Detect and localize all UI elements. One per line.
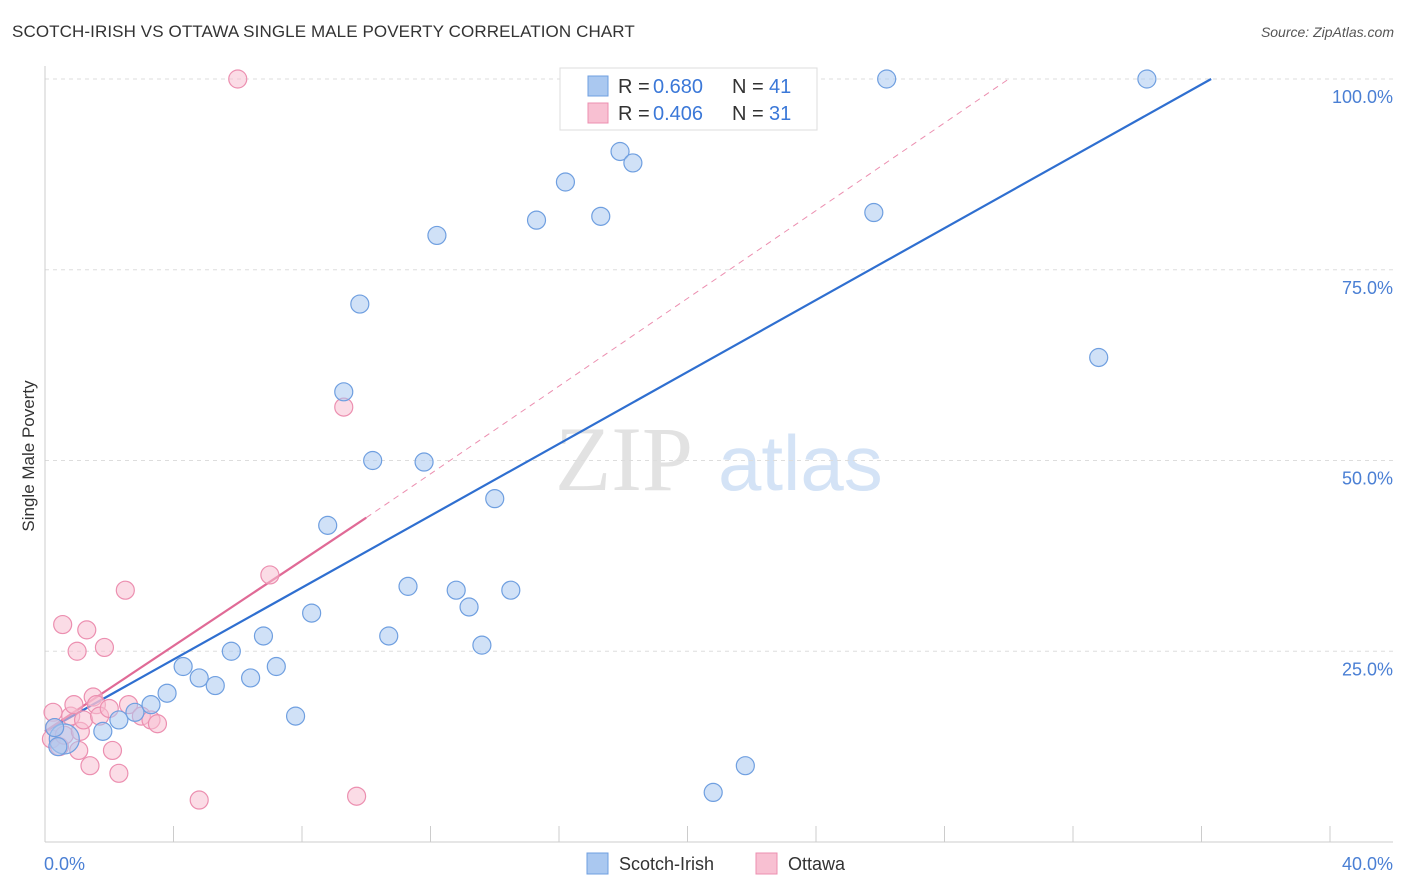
legend-n-label-1: N = [732, 76, 764, 98]
scotch-irish-point-5 [125, 702, 145, 722]
ottawa-trend-line-extension [365, 78, 1010, 519]
scotch-irish-point-36 [735, 756, 755, 776]
scotch-irish-point-38 [877, 69, 897, 89]
bottom-legend: Scotch-Irish Ottawa [586, 852, 846, 875]
ottawa-point-26 [228, 69, 248, 89]
scotch-irish-point-33 [610, 141, 630, 162]
scotch-irish-point-1 [45, 717, 65, 738]
y-tick-label-3: 100.0% [1332, 87, 1393, 107]
ottawa-point-19 [109, 763, 129, 783]
ottawa-point-8 [67, 641, 87, 661]
scotch-irish-point-20 [363, 450, 383, 471]
scotch-irish-point-35 [703, 782, 723, 803]
legend-n-value-1: 41 [769, 76, 791, 98]
x-tick-min: 0.0% [44, 854, 85, 874]
bottom-legend-label-ottawa: Ottawa [788, 854, 846, 874]
scotch-irish-point-4 [109, 710, 129, 730]
scotch-irish-point-10 [205, 675, 225, 696]
watermark-atlas: atlas [718, 419, 883, 507]
ottawa-point-18 [102, 740, 123, 761]
watermark-zip: ZIP [555, 408, 693, 510]
scotch-irish-point-25 [446, 580, 466, 600]
scotch-irish-point-26 [459, 597, 479, 617]
scotch-irish-point-19 [350, 294, 370, 314]
bottom-legend-swatch-ottawa [755, 852, 778, 875]
y-tick-label-1: 50.0% [1342, 469, 1393, 489]
gridlines [45, 78, 1395, 652]
legend-swatch-ottawa [587, 102, 609, 124]
scotch-irish-point-12 [241, 668, 261, 688]
ottawa-point-10 [73, 710, 94, 730]
legend: R = 0.680 N = 41 R = 0.406 N = 31 [559, 67, 818, 131]
legend-r-value-1: 0.680 [653, 76, 703, 98]
ottawa-point-5 [53, 614, 73, 635]
scotch-irish-point-31 [555, 172, 576, 192]
scotch-irish-trend-line [44, 78, 1212, 733]
scotch-irish-point-8 [173, 656, 193, 677]
scotch-irish-point-39 [1089, 347, 1109, 368]
scotch-irish-point-30 [526, 210, 547, 230]
x-tick-max: 40.0% [1342, 854, 1393, 874]
bottom-legend-swatch-scotch-irish [586, 852, 609, 875]
scotch-irish-point-2 [48, 737, 68, 757]
scotch-irish-point-13 [253, 626, 274, 646]
scotch-irish-point-14 [266, 656, 286, 677]
data-points [41, 69, 1157, 810]
scotch-irish-point-40 [1137, 69, 1157, 89]
scotch-irish-point-27 [472, 635, 492, 655]
scotch-irish-point-37 [864, 202, 884, 223]
scotch-irish-point-3 [93, 721, 113, 741]
scotch-irish-point-24 [427, 225, 447, 246]
y-tick-labels: 25.0% 50.0% 75.0% 100.0% [1332, 87, 1393, 679]
ottawa-point-11 [77, 620, 97, 640]
scotch-irish-point-34 [623, 153, 643, 173]
legend-r-label-2: R = [618, 103, 650, 125]
scotch-irish-point-28 [485, 489, 505, 509]
bottom-legend-label-scotch-irish: Scotch-Irish [619, 854, 714, 874]
ottawa-point-7 [64, 695, 84, 715]
ottawa-point-16 [94, 637, 115, 658]
source-label: Source: ZipAtlas.com [1260, 24, 1394, 40]
legend-n-label-2: N = [732, 103, 764, 125]
scotch-irish-point-32 [591, 206, 611, 226]
ottawa-point-25 [189, 790, 209, 810]
legend-r-label-1: R = [618, 76, 650, 98]
y-tick-label-2: 75.0% [1342, 278, 1393, 298]
scotch-irish-point-16 [302, 603, 322, 623]
ottawa-point-20 [115, 580, 135, 600]
scotch-irish-point-21 [379, 626, 399, 646]
scotch-irish-point-15 [285, 706, 306, 726]
scotch-irish-point-11 [221, 641, 241, 661]
ottawa-point-12 [80, 756, 100, 776]
scotch-irish-point-18 [334, 382, 354, 402]
scotch-irish-point-9 [189, 668, 209, 688]
legend-r-value-2: 0.406 [653, 103, 703, 125]
ottawa-point-24 [147, 714, 168, 734]
trend-lines [44, 78, 1212, 733]
chart-title: SCOTCH-IRISH VS OTTAWA SINGLE MALE POVER… [12, 22, 635, 41]
legend-swatch-scotch-irish [587, 75, 609, 97]
scotch-irish-point-6 [141, 695, 161, 715]
scotch-irish-point-22 [398, 576, 418, 596]
scotch-irish-point-23 [414, 452, 434, 472]
scotch-irish-point-17 [318, 515, 338, 535]
ottawa-point-29 [347, 786, 367, 806]
y-axis-label: Single Male Poverty [19, 380, 38, 532]
ottawa-point-27 [260, 565, 280, 585]
scotch-irish-point-29 [501, 580, 521, 600]
legend-n-value-2: 31 [769, 103, 791, 125]
scotch-irish-point-7 [157, 683, 177, 703]
y-tick-label-0: 25.0% [1342, 659, 1393, 679]
